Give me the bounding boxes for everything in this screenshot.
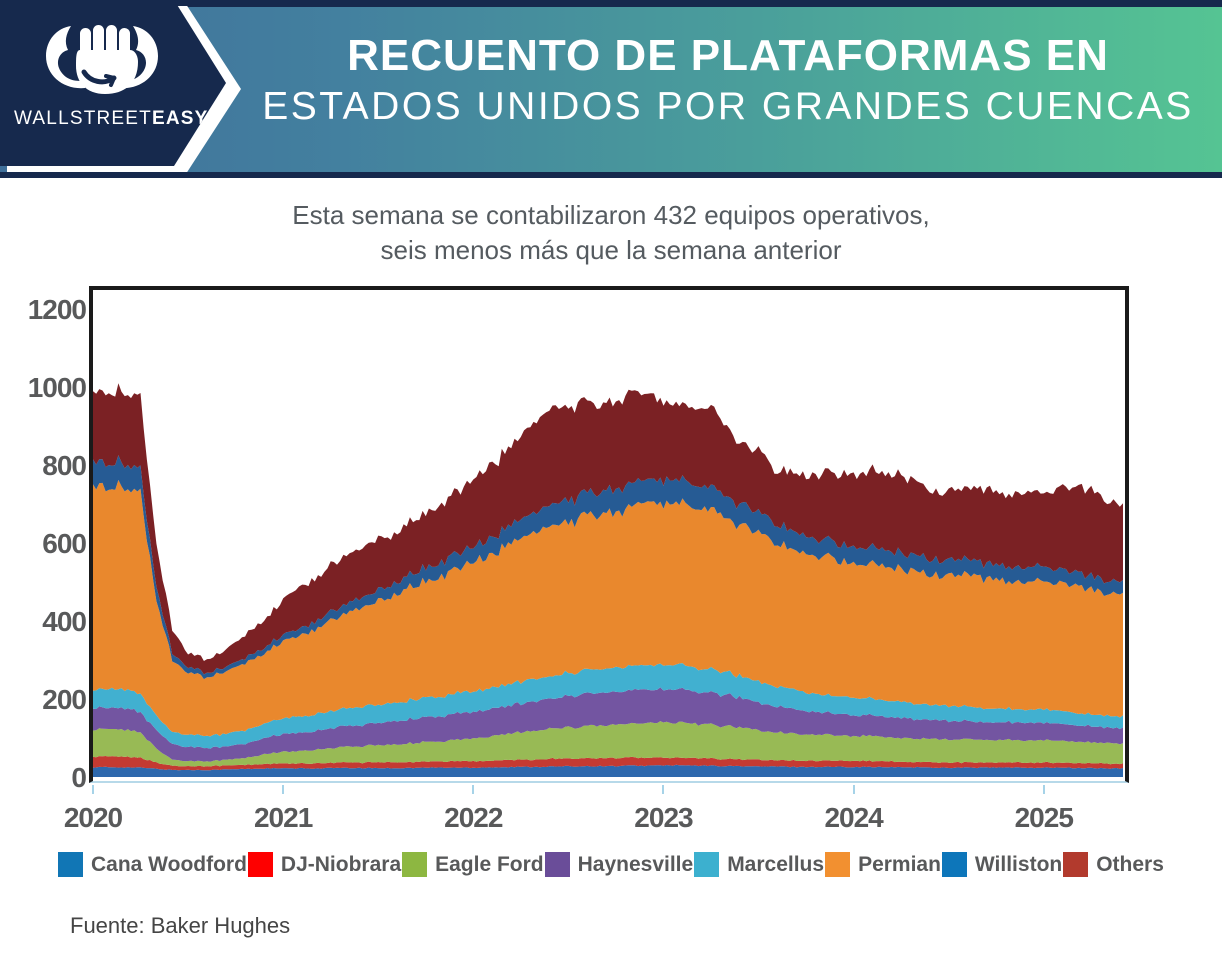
legend-label-dj-niobrara: DJ-Niobrara (280, 852, 402, 876)
logo-plate: WALLSTREETEASY (0, 0, 226, 166)
legend-swatch-eagle-ford (402, 852, 428, 877)
header-banner: WALLSTREETEASY RECUENTO DE PLATAFORMAS E… (0, 0, 1222, 178)
area-eagle-ford (93, 721, 1123, 767)
x-tick-label-2023: 2023 (634, 802, 693, 833)
y-tick-label-1000: 1000 (27, 372, 87, 403)
legend-swatch-williston (941, 852, 967, 877)
legend-label-cana-woodford: Cana Woodford (91, 852, 247, 876)
legend-swatch-haynesville (544, 852, 570, 877)
x-axis-ticks (0, 785, 1222, 797)
x-tick-2023 (662, 785, 665, 794)
x-tick-2024 (852, 785, 855, 794)
x-tick-label-2022: 2022 (444, 802, 503, 833)
area-williston (93, 455, 1123, 680)
plot-area (89, 286, 1129, 783)
y-axis-labels: 0 200 400 600 800 1000 1200 (0, 0, 87, 820)
y-tick-label-600: 600 (42, 528, 87, 559)
legend-item-cana-woodford: Cana Woodford (58, 852, 247, 877)
legend-item-dj-niobrara: DJ-Niobrara (247, 852, 402, 877)
legend-swatch-cana-woodford (58, 852, 83, 877)
legend-swatch-dj-niobrara (247, 852, 273, 877)
legend-item-haynesville: Haynesville (544, 852, 694, 877)
title-line-2: ESTADOS UNIDOS POR GRANDES CUENCAS (262, 84, 1194, 128)
x-tick-2020 (92, 785, 94, 794)
area-cana-woodford (93, 764, 1123, 777)
y-tick-label-400: 400 (42, 606, 87, 637)
source-note: Fuente: Baker Hughes (70, 913, 291, 938)
x-tick-2025 (1042, 785, 1045, 794)
legend-swatch-marcellus (694, 852, 720, 877)
legend-label-williston: Williston (974, 852, 1063, 876)
title-line-1: RECUENTO DE PLATAFORMAS EN (347, 31, 1109, 80)
x-tick-label-2025: 2025 (1014, 802, 1074, 833)
brand-wordmark: WALLSTREETEASY (14, 108, 207, 130)
brand-wordmark-bold: EASY (152, 108, 209, 129)
stacked-area-chart (93, 383, 1123, 777)
legend-label-permian: Permian (858, 852, 941, 876)
legend-item-eagle-ford: Eagle Ford (402, 852, 544, 877)
legend-item-marcellus: Marcellus (694, 852, 824, 877)
subtitle-line-2: seis menos más que la semana anterior (380, 235, 842, 266)
legend-item-williston: Williston (941, 852, 1063, 877)
legend-item-others: Others (1063, 852, 1164, 877)
x-tick-label-2021: 2021 (253, 802, 313, 833)
legend: Cana Woodford DJ-Niobrara Eagle Ford Haynes… (58, 852, 1164, 877)
brand-wordmark-regular: WALLSTREET (14, 108, 152, 129)
legend-item-permian: Permian (825, 852, 941, 877)
legend-label-others: Others (1096, 852, 1164, 876)
area-haynesville (93, 687, 1123, 762)
legend-swatch-permian (825, 852, 851, 877)
legend-label-marcellus: Marcellus (727, 852, 825, 876)
area-dj-niobrara (93, 756, 1123, 771)
x-tick-label-2020: 2020 (63, 802, 123, 833)
y-tick-label-0: 0 (71, 762, 87, 793)
x-tick-label-2024: 2024 (824, 802, 883, 833)
y-tick-label-800: 800 (42, 450, 87, 481)
legend-swatch-others (1063, 852, 1089, 877)
chart-title: RECUENTO DE PLATAFORMAS EN ESTADOS UNIDO… (252, 30, 1204, 132)
y-tick-label-1200: 1200 (27, 294, 87, 325)
area-marcellus (93, 663, 1123, 749)
area-others (93, 383, 1123, 675)
legend-label-haynesville: Haynesville (577, 852, 694, 876)
subtitle-line-1: Esta semana se contabilizaron 432 equipo… (292, 200, 930, 230)
area-permian (93, 480, 1123, 737)
y-tick-label-200: 200 (42, 684, 87, 715)
brand-logo: WALLSTREETEASY (14, 14, 207, 154)
subtitle: Esta semana se contabilizaron 432 equipo… (0, 198, 1222, 268)
x-tick-2022 (472, 785, 475, 794)
bull-fist-icon (45, 25, 158, 94)
x-tick-2021 (282, 785, 285, 794)
x-axis-labels: 2020 2021 2022 2023 2024 2025 (0, 802, 1222, 838)
legend-label-eagle-ford: Eagle Ford (435, 852, 544, 876)
